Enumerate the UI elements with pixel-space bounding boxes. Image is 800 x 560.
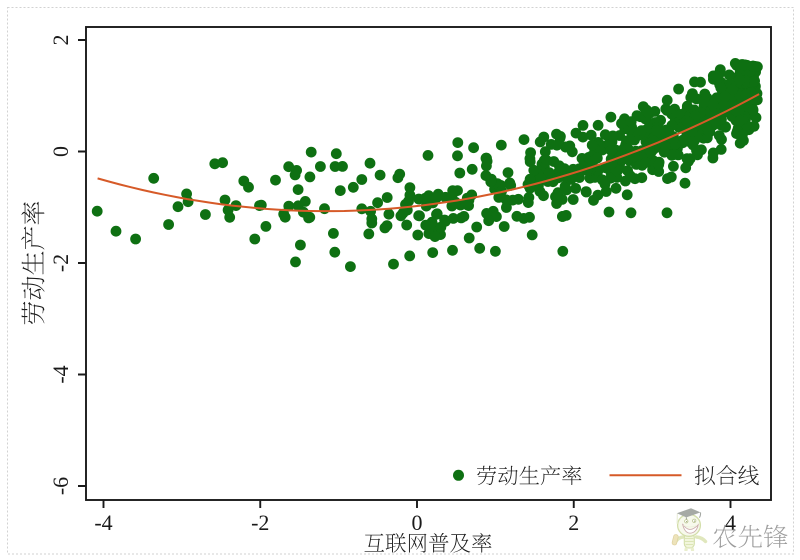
svg-text:-6: -6 xyxy=(48,477,73,495)
svg-text:2: 2 xyxy=(568,510,579,535)
svg-text:2: 2 xyxy=(48,35,73,46)
svg-text:-4: -4 xyxy=(48,365,73,383)
svg-text:-2: -2 xyxy=(251,510,269,535)
svg-text:0: 0 xyxy=(412,510,423,535)
svg-text:-4: -4 xyxy=(94,510,112,535)
svg-text:0: 0 xyxy=(48,146,73,157)
svg-text:4: 4 xyxy=(725,510,736,535)
svg-text:-2: -2 xyxy=(48,254,73,272)
